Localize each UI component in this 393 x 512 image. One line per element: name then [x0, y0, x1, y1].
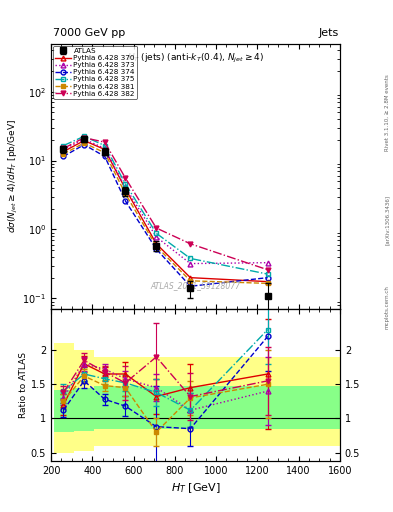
Pythia 6.428 381: [188, 278, 193, 284]
Pythia 6.428 381: [61, 151, 66, 157]
Pythia 6.428 375: [188, 255, 193, 262]
Pythia 6.428 373: [265, 260, 270, 266]
Pythia 6.428 373: [154, 234, 159, 240]
Text: $H_T$ (jets) (anti-$k_T$(0.4), $N_{jet} \geq 4$): $H_T$ (jets) (anti-$k_T$(0.4), $N_{jet} …: [127, 52, 264, 65]
Pythia 6.428 370: [188, 274, 193, 281]
Line: Pythia 6.428 381: Pythia 6.428 381: [61, 141, 270, 286]
Pythia 6.428 374: [154, 246, 159, 252]
Pythia 6.428 381: [103, 150, 107, 156]
Text: ATLAS_2011_S9128077: ATLAS_2011_S9128077: [151, 282, 241, 290]
Line: Pythia 6.428 373: Pythia 6.428 373: [61, 137, 270, 266]
Pythia 6.428 375: [154, 230, 159, 237]
Text: Rivet 3.1.10, ≥ 2.8M events: Rivet 3.1.10, ≥ 2.8M events: [385, 74, 389, 151]
Pythia 6.428 374: [103, 153, 107, 159]
Pythia 6.428 373: [188, 261, 193, 267]
Line: Pythia 6.428 370: Pythia 6.428 370: [61, 138, 270, 284]
Pythia 6.428 382: [61, 145, 66, 152]
Pythia 6.428 382: [154, 225, 159, 231]
Pythia 6.428 374: [265, 274, 270, 281]
Pythia 6.428 375: [61, 142, 66, 148]
Pythia 6.428 373: [61, 146, 66, 153]
Pythia 6.428 374: [123, 198, 128, 204]
Pythia 6.428 373: [123, 184, 128, 190]
Pythia 6.428 381: [82, 140, 86, 146]
Pythia 6.428 382: [123, 175, 128, 181]
Pythia 6.428 375: [265, 271, 270, 277]
Line: Pythia 6.428 382: Pythia 6.428 382: [61, 135, 270, 272]
Pythia 6.428 382: [82, 135, 86, 141]
Pythia 6.428 381: [265, 281, 270, 287]
Text: Jets: Jets: [319, 28, 339, 38]
Pythia 6.428 370: [154, 241, 159, 247]
Pythia 6.428 381: [154, 243, 159, 249]
Pythia 6.428 370: [82, 138, 86, 144]
Pythia 6.428 374: [188, 283, 193, 289]
Pythia 6.428 370: [265, 279, 270, 285]
Pythia 6.428 370: [103, 146, 107, 153]
Pythia 6.428 370: [123, 186, 128, 192]
Pythia 6.428 375: [103, 142, 107, 148]
Legend: ATLAS, Pythia 6.428 370, Pythia 6.428 373, Pythia 6.428 374, Pythia 6.428 375, P: ATLAS, Pythia 6.428 370, Pythia 6.428 37…: [53, 46, 137, 99]
Line: Pythia 6.428 375: Pythia 6.428 375: [61, 134, 270, 276]
Y-axis label: $d\sigma(N_{jet} \geq 4) / dH_{T}$ [pb/GeV]: $d\sigma(N_{jet} \geq 4) / dH_{T}$ [pb/G…: [7, 119, 20, 233]
Text: [arXiv:1306.3436]: [arXiv:1306.3436]: [385, 195, 389, 245]
Text: 7000 GeV pp: 7000 GeV pp: [53, 28, 125, 38]
Pythia 6.428 374: [61, 153, 66, 159]
Pythia 6.428 381: [123, 190, 128, 197]
Pythia 6.428 374: [82, 142, 86, 148]
Text: mcplots.cern.ch: mcplots.cern.ch: [385, 285, 389, 329]
X-axis label: $H_T$ [GeV]: $H_T$ [GeV]: [171, 481, 220, 495]
Pythia 6.428 370: [61, 148, 66, 155]
Line: Pythia 6.428 374: Pythia 6.428 374: [61, 142, 270, 289]
Y-axis label: Ratio to ATLAS: Ratio to ATLAS: [19, 352, 28, 418]
Pythia 6.428 375: [82, 133, 86, 139]
Pythia 6.428 375: [123, 181, 128, 187]
Pythia 6.428 373: [82, 136, 86, 142]
Pythia 6.428 382: [188, 241, 193, 247]
Pythia 6.428 373: [103, 145, 107, 152]
Pythia 6.428 382: [103, 139, 107, 145]
Pythia 6.428 382: [265, 267, 270, 273]
